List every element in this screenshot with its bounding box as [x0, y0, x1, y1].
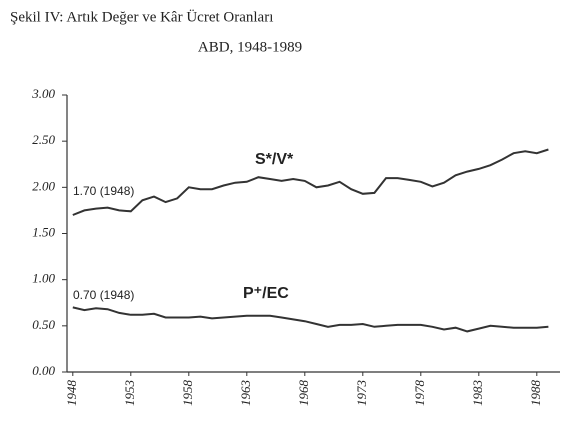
x-tick-label: 1953 [122, 380, 137, 407]
x-tick-label: 1963 [238, 380, 253, 407]
annotation: 1.70 (1948) [73, 184, 134, 198]
chart-subtitle: ABD, 1948-1989 [198, 39, 302, 55]
y-tick-label: 2.00 [32, 178, 55, 193]
x-tick-label: 1948 [64, 380, 79, 407]
x-tick-label: 1958 [180, 380, 195, 407]
annotation: 0.70 (1948) [73, 288, 134, 302]
chart-title: Şekil IV: Artık Değer ve Kâr Ücret Oranl… [10, 8, 273, 25]
y-tick-label: 1.00 [32, 271, 55, 286]
x-tick-label: 1973 [354, 380, 369, 407]
y-tick-label: 0.00 [32, 363, 55, 378]
x-tick-label: 1988 [528, 380, 543, 407]
x-tick-label: 1978 [412, 380, 427, 407]
x-tick-label: 1968 [296, 380, 311, 407]
data-line [72, 148, 549, 216]
data-line [72, 306, 549, 333]
series-label: P⁺/EC [243, 285, 289, 302]
y-tick-label: 0.50 [32, 317, 55, 332]
y-tick-label: 2.50 [32, 132, 55, 147]
series-label: S*/V* [255, 151, 294, 168]
y-tick-label: 1.50 [32, 224, 55, 239]
y-tick-label: 3.00 [31, 86, 55, 101]
x-tick-label: 1983 [470, 380, 485, 407]
